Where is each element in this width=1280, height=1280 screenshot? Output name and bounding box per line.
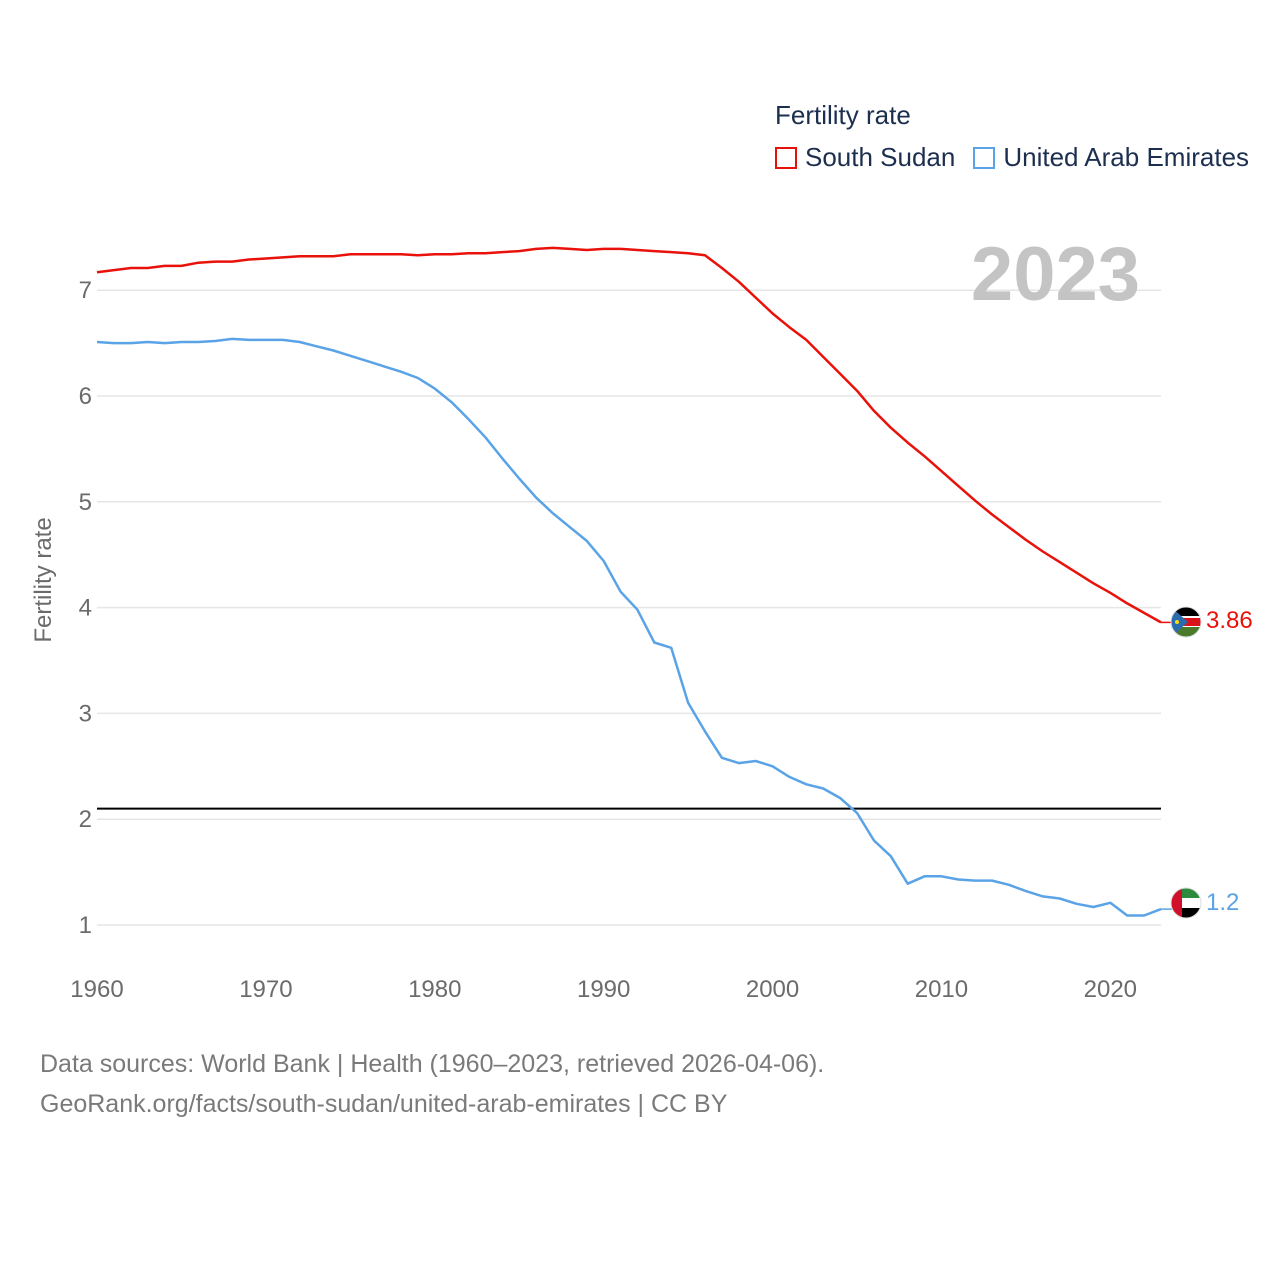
y-tick-label-4: 4 xyxy=(79,595,92,622)
x-tick-label-1970: 1970 xyxy=(239,976,292,1003)
south-sudan-flag-icon xyxy=(1171,607,1201,637)
legend: South Sudan United Arab Emirates xyxy=(775,142,1267,173)
legend-label-south-sudan: South Sudan xyxy=(805,142,956,172)
x-tick-label-2020: 2020 xyxy=(1084,976,1137,1003)
y-tick-label-3: 3 xyxy=(79,700,92,727)
end-label-south-sudan: 3.86 xyxy=(1206,607,1253,634)
series-lines xyxy=(96,246,1172,917)
uae-flag-icon xyxy=(1171,888,1201,918)
end-label-uae: 1.2 xyxy=(1206,889,1239,916)
legend-title: Fertility rate xyxy=(775,100,911,130)
x-tick-label-1960: 1960 xyxy=(70,976,123,1003)
series-line-south-sudan xyxy=(96,246,1162,624)
legend-item-uae[interactable]: United Arab Emirates xyxy=(973,142,1249,173)
x-tick-label-2010: 2010 xyxy=(915,976,968,1003)
data-source-note: Data sources: World Bank | Health (1960–… xyxy=(40,1050,825,1078)
x-tick-label-1990: 1990 xyxy=(577,976,630,1003)
x-axis-ticks: 1960 1970 1980 1990 2000 2010 2020 xyxy=(70,976,1137,1003)
legend-label-uae: United Arab Emirates xyxy=(1003,142,1250,172)
y-tick-label-2: 2 xyxy=(79,806,92,833)
series-line-uae xyxy=(96,337,1162,917)
legend-swatch-uae xyxy=(973,146,996,169)
y-tick-label-1: 1 xyxy=(79,912,92,939)
grid-lines xyxy=(97,289,1161,926)
source-url: GeoRank.org/facts/south-sudan/united-ara… xyxy=(40,1090,728,1118)
y-axis-ticks: 1 2 3 4 5 6 7 xyxy=(79,277,92,939)
fertility-line-chart: 1 2 3 4 5 6 7 1960 1970 1980 1990 2000 2010 2020 202… xyxy=(30,232,1253,1003)
footer: Data sources: World Bank | Health (1960–… xyxy=(40,1044,824,1124)
y-axis-label: Fertility rate xyxy=(30,517,57,642)
x-tick-label-2000: 2000 xyxy=(746,976,799,1003)
y-tick-label-5: 5 xyxy=(79,489,92,516)
legend-swatch-south-sudan xyxy=(775,146,797,169)
y-tick-label-7: 7 xyxy=(79,277,92,304)
y-tick-label-6: 6 xyxy=(79,383,92,410)
legend-item-south-sudan[interactable]: South Sudan xyxy=(775,142,955,173)
x-tick-label-1980: 1980 xyxy=(408,976,461,1003)
year-watermark: 2023 xyxy=(971,232,1140,317)
